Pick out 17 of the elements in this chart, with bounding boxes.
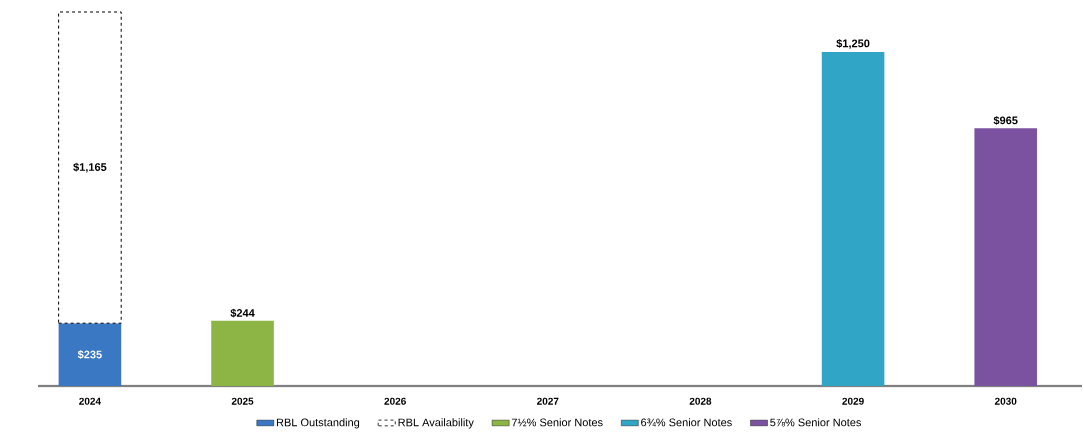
legend-label: 6¾% Senior Notes — [641, 418, 732, 427]
x-tick-label: 2029 — [842, 397, 864, 405]
x-tick-label: 2027 — [537, 397, 559, 405]
legend-label: RBL Outstanding — [276, 418, 360, 429]
x-tick-label: 2030 — [994, 397, 1017, 405]
x-tick-label: 2026 — [384, 397, 406, 405]
legend-label: 7½% Senior Notes — [511, 418, 603, 427]
data-label: $1,165 — [73, 162, 107, 173]
x-tick-label: 2025 — [231, 397, 254, 405]
x-tick-label: 2028 — [689, 397, 712, 405]
x-tick-label: 2024 — [79, 397, 101, 405]
data-label: $235 — [77, 350, 102, 360]
legend-label: 5⅞% Senior Notes — [770, 418, 862, 427]
data-label: $965 — [993, 116, 1018, 125]
data-label: $1,250 — [836, 39, 870, 49]
data-label: $244 — [230, 308, 255, 318]
legend-label: RBL Availability — [398, 418, 474, 429]
